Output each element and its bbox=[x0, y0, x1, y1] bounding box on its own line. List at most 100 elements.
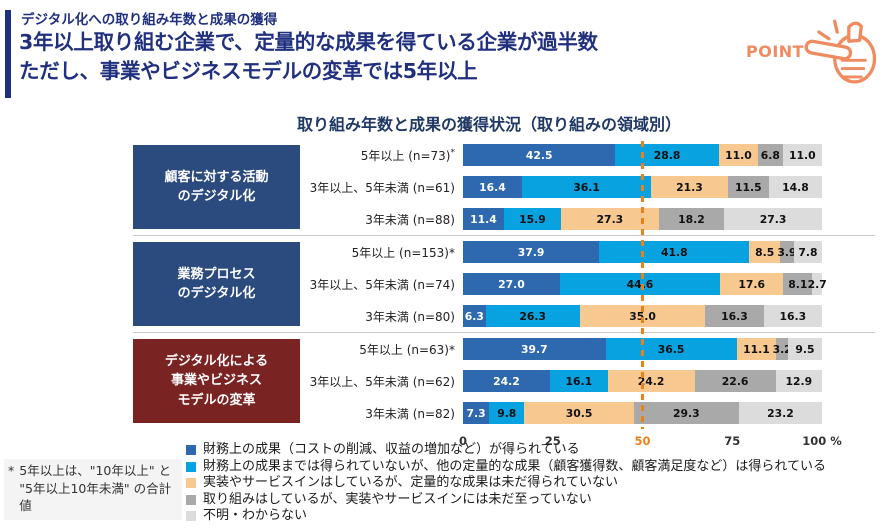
segment-value-label: 7.3 bbox=[466, 406, 486, 420]
bar-row: 3年未満 (n=88) 11.4 15.9 27.3 18.2 27.3 bbox=[300, 208, 886, 230]
segment-value-label: 9.5 bbox=[795, 342, 815, 356]
bar-track: 16.4 36.1 21.3 11.5 14.8 bbox=[463, 176, 822, 198]
bar-row: 3年未満 (n=82) 7.3 9.8 30.5 29.3 23.2 bbox=[300, 402, 886, 424]
segment-value-label: 17.6 bbox=[738, 277, 765, 291]
bar-segment: 30.5 bbox=[524, 402, 634, 424]
bar-segment: 16.4 bbox=[463, 176, 522, 198]
legend-item: 不明・わからない bbox=[186, 508, 826, 525]
legend-label: 財務上の成果（コストの削減、収益の増加など）が得られている bbox=[203, 442, 580, 457]
bar-segment: 41.8 bbox=[599, 241, 750, 263]
x-tick: 25 bbox=[544, 434, 561, 448]
bar-segment: 7.3 bbox=[463, 402, 490, 424]
segment-value-label: 16.3 bbox=[779, 309, 807, 323]
bar-row: 5年以上 (n=63)* 39.7 36.5 11.1 3.2 9.5 bbox=[300, 338, 886, 360]
legend-item: 財務上の成果までは得られていないが、他の定量的な成果（顧客獲得数、顧客満足度など… bbox=[186, 459, 826, 476]
bar-segment: 28.8 bbox=[615, 144, 719, 166]
segment-value-label: 6.8 bbox=[760, 148, 780, 162]
group-label-line: 業務プロセス bbox=[177, 266, 256, 282]
bar-segment: 17.6 bbox=[720, 273, 784, 295]
reference-line-50pct bbox=[641, 141, 644, 429]
row-label: 3年以上、5年未満 (n=74) bbox=[309, 277, 455, 292]
group-rows: 5年以上 (n=73)* 42.5 28.8 11.0 6.8 11.0 3年以上、5年未満… bbox=[300, 144, 886, 230]
segment-value-label: 8.5 bbox=[755, 245, 775, 259]
segment-value-label: 27.3 bbox=[759, 212, 787, 226]
group-label-line: のデジタル化 bbox=[177, 189, 256, 204]
legend: 財務上の成果（コストの削減、収益の増加など）が得られている財務上の成果までは得ら… bbox=[186, 442, 826, 525]
bar-segment: 11.1 bbox=[736, 338, 777, 360]
segment-value-label: 28.8 bbox=[653, 148, 681, 162]
segment-value-label: 2.7 bbox=[807, 277, 827, 291]
legend-swatch bbox=[186, 461, 196, 472]
group-label-line: モデルの変革 bbox=[177, 392, 256, 408]
group-label-box: 業務プロセス のデジタル化 bbox=[133, 242, 300, 326]
row-label: 3年未満 (n=82) bbox=[365, 406, 455, 421]
point-label: POINT bbox=[746, 42, 805, 61]
footnote-text: 5年以上は、"10年以上" と "5年以上10年未満" の合計値 bbox=[19, 463, 172, 513]
group-label-box: デジタル化による 事業やビジネス モデルの変革 bbox=[133, 339, 300, 423]
segment-value-label: 41.8 bbox=[660, 245, 688, 259]
chart-group: デジタル化による 事業やビジネス モデルの変革 5年以上 (n=63)* 39.7 36.… bbox=[133, 333, 886, 429]
footnote-marker: * bbox=[8, 463, 15, 478]
bar-row: 3年以上、5年未満 (n=62) 24.2 16.1 24.2 22.6 12.9 bbox=[300, 370, 886, 392]
bar-segment: 27.3 bbox=[724, 208, 822, 230]
bar-segment: 24.2 bbox=[463, 370, 550, 392]
segment-value-label: 14.8 bbox=[782, 180, 809, 194]
bar-segment: 27.3 bbox=[560, 208, 659, 230]
headline-line-2: ただし、事業やビジネスモデルの変革では5年以上 bbox=[19, 58, 478, 83]
bar-segment: 44.6 bbox=[559, 273, 721, 295]
bar-segment: 29.3 bbox=[633, 402, 739, 424]
segment-value-label: 42.5 bbox=[525, 148, 553, 162]
group-rows: 5年以上 (n=153)* 37.9 41.8 8.5 3.9 7.8 3年以上、5年未満 … bbox=[300, 241, 886, 327]
point-callout: POINT bbox=[740, 10, 886, 100]
segment-value-label: 15.9 bbox=[519, 212, 546, 226]
segment-value-label: 36.1 bbox=[573, 180, 600, 194]
header-eyebrow: デジタル化への取り組み年数と成果の獲得 bbox=[21, 12, 278, 28]
row-label: 3年未満 (n=88) bbox=[365, 212, 455, 227]
chart-group: 業務プロセス のデジタル化 5年以上 (n=153)* 37.9 41.8 8.5 3.9 7… bbox=[133, 236, 886, 332]
group-divider bbox=[133, 235, 875, 236]
bar-track: 39.7 36.5 11.1 3.2 9.5 bbox=[463, 338, 822, 360]
pointing-hand-icon bbox=[804, 19, 877, 84]
segment-value-label: 6.3 bbox=[464, 309, 484, 323]
bar-segment: 6.8 bbox=[758, 144, 783, 166]
segment-value-label: 37.9 bbox=[517, 245, 545, 259]
bar-segment: 23.2 bbox=[738, 402, 822, 424]
bar-segment: 12.9 bbox=[775, 370, 822, 392]
bar-row: 5年以上 (n=153)* 37.9 41.8 8.5 3.9 7.8 bbox=[300, 241, 886, 263]
row-label: 5年以上 (n=73)* bbox=[360, 147, 456, 163]
bar-track: 7.3 9.8 30.5 29.3 23.2 bbox=[463, 402, 822, 424]
chart-title: 取り組み年数と成果の獲得状況（取り組みの領域別） bbox=[296, 115, 681, 134]
segment-value-label: 3.2 bbox=[772, 342, 792, 356]
bar-segment: 36.1 bbox=[521, 176, 652, 198]
bar-segment: 7.8 bbox=[793, 241, 823, 263]
segment-value-label: 16.1 bbox=[565, 374, 593, 388]
segment-value-label: 12.9 bbox=[785, 374, 813, 388]
segment-value-label: 24.2 bbox=[493, 374, 520, 388]
segment-value-label: 21.3 bbox=[676, 180, 703, 194]
headline-line-1: 3年以上取り組む企業で、定量的な成果を得ている企業が過半数 bbox=[19, 30, 598, 54]
legend-swatch bbox=[186, 494, 196, 505]
segment-value-label: 29.3 bbox=[672, 406, 700, 420]
bar-segment: 3.2 bbox=[773, 338, 792, 360]
asterisk: * bbox=[450, 147, 456, 158]
segment-value-label: 30.5 bbox=[565, 406, 593, 420]
legend-label: 取り組みはしているが、実装やサービスインには未だ至っていない bbox=[203, 491, 592, 507]
segment-value-label: 26.3 bbox=[519, 309, 547, 323]
bar-segment: 9.8 bbox=[489, 402, 525, 424]
segment-value-label: 24.2 bbox=[637, 374, 665, 388]
bar-segment: 16.3 bbox=[763, 305, 823, 327]
chart-group: 顧客に対する活動 のデジタル化 5年以上 (n=73)* 42.5 28.8 11.0 6.… bbox=[133, 139, 886, 235]
legend-swatch bbox=[186, 445, 196, 455]
segment-value-label: 23.2 bbox=[767, 406, 794, 420]
bar-track: 11.4 15.9 27.3 18.2 27.3 bbox=[463, 208, 822, 230]
bar-segment: 21.3 bbox=[651, 176, 728, 198]
bar-segment: 18.2 bbox=[658, 208, 725, 230]
bar-segment: 36.5 bbox=[605, 338, 737, 360]
header-accent-bar bbox=[5, 10, 11, 98]
segment-value-label: 7.8 bbox=[798, 245, 818, 259]
bar-segment: 15.9 bbox=[503, 208, 561, 230]
legend-item: 財務上の成果（コストの削減、収益の増加など）が得られている bbox=[186, 442, 826, 459]
bar-track: 37.9 41.8 8.5 3.9 7.8 bbox=[463, 241, 823, 263]
segment-value-label: 11.5 bbox=[734, 180, 762, 194]
bar-track: 27.0 44.6 17.6 8.1 2.7 bbox=[463, 273, 827, 295]
